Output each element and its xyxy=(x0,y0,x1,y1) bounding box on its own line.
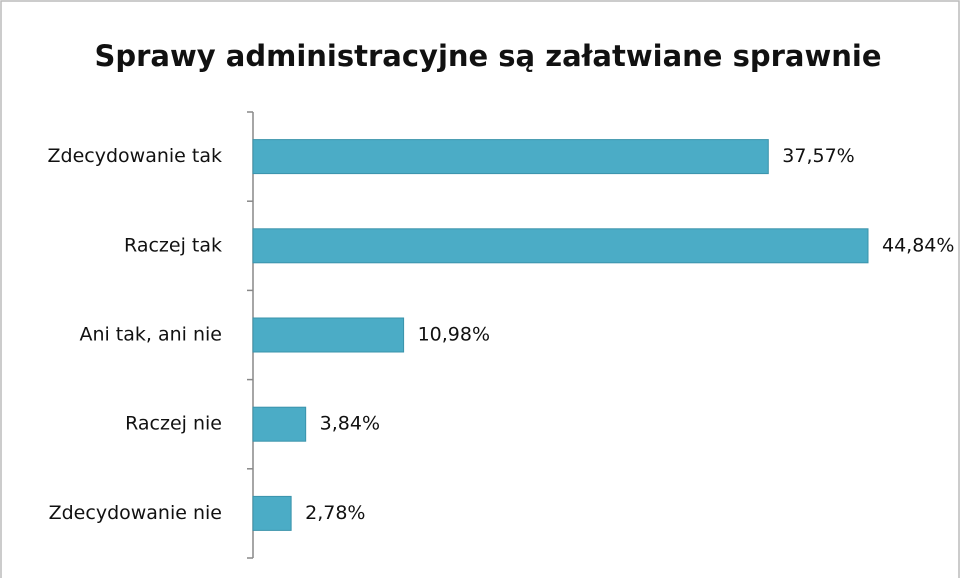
bar xyxy=(252,139,769,175)
bar xyxy=(252,406,307,442)
bar xyxy=(252,495,292,531)
data-label: 3,84% xyxy=(320,413,380,435)
data-label: 37,57% xyxy=(782,145,854,167)
data-label: 44,84% xyxy=(882,234,954,256)
category-label: Raczej nie xyxy=(125,413,222,435)
category-label: Raczej tak xyxy=(124,234,222,256)
chart-title: Sprawy administracyjne są załatwiane spr… xyxy=(94,39,881,73)
bar xyxy=(252,228,869,264)
category-label: Ani tak, ani nie xyxy=(79,324,222,346)
category-label: Zdecydowanie tak xyxy=(48,145,222,167)
category-label: Zdecydowanie nie xyxy=(49,502,222,524)
bar xyxy=(252,317,405,353)
data-label: 10,98% xyxy=(418,324,490,346)
data-label: 2,78% xyxy=(305,502,365,524)
